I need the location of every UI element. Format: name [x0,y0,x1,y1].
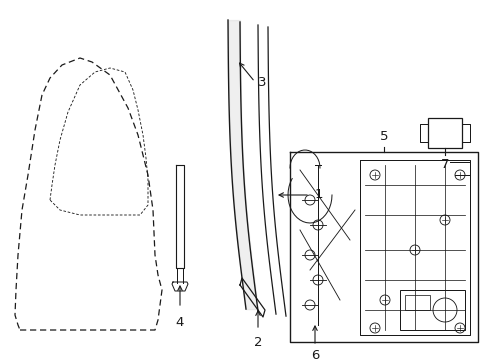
Text: 2: 2 [253,336,262,349]
Text: 5: 5 [379,130,387,143]
Bar [399,290,464,330]
Bar [427,118,461,148]
Text: 1: 1 [314,189,323,202]
Bar [404,295,429,310]
Text: 4: 4 [176,316,184,329]
Text: 3: 3 [258,76,266,89]
Text: 6: 6 [310,349,319,360]
Text: 7: 7 [440,158,448,171]
